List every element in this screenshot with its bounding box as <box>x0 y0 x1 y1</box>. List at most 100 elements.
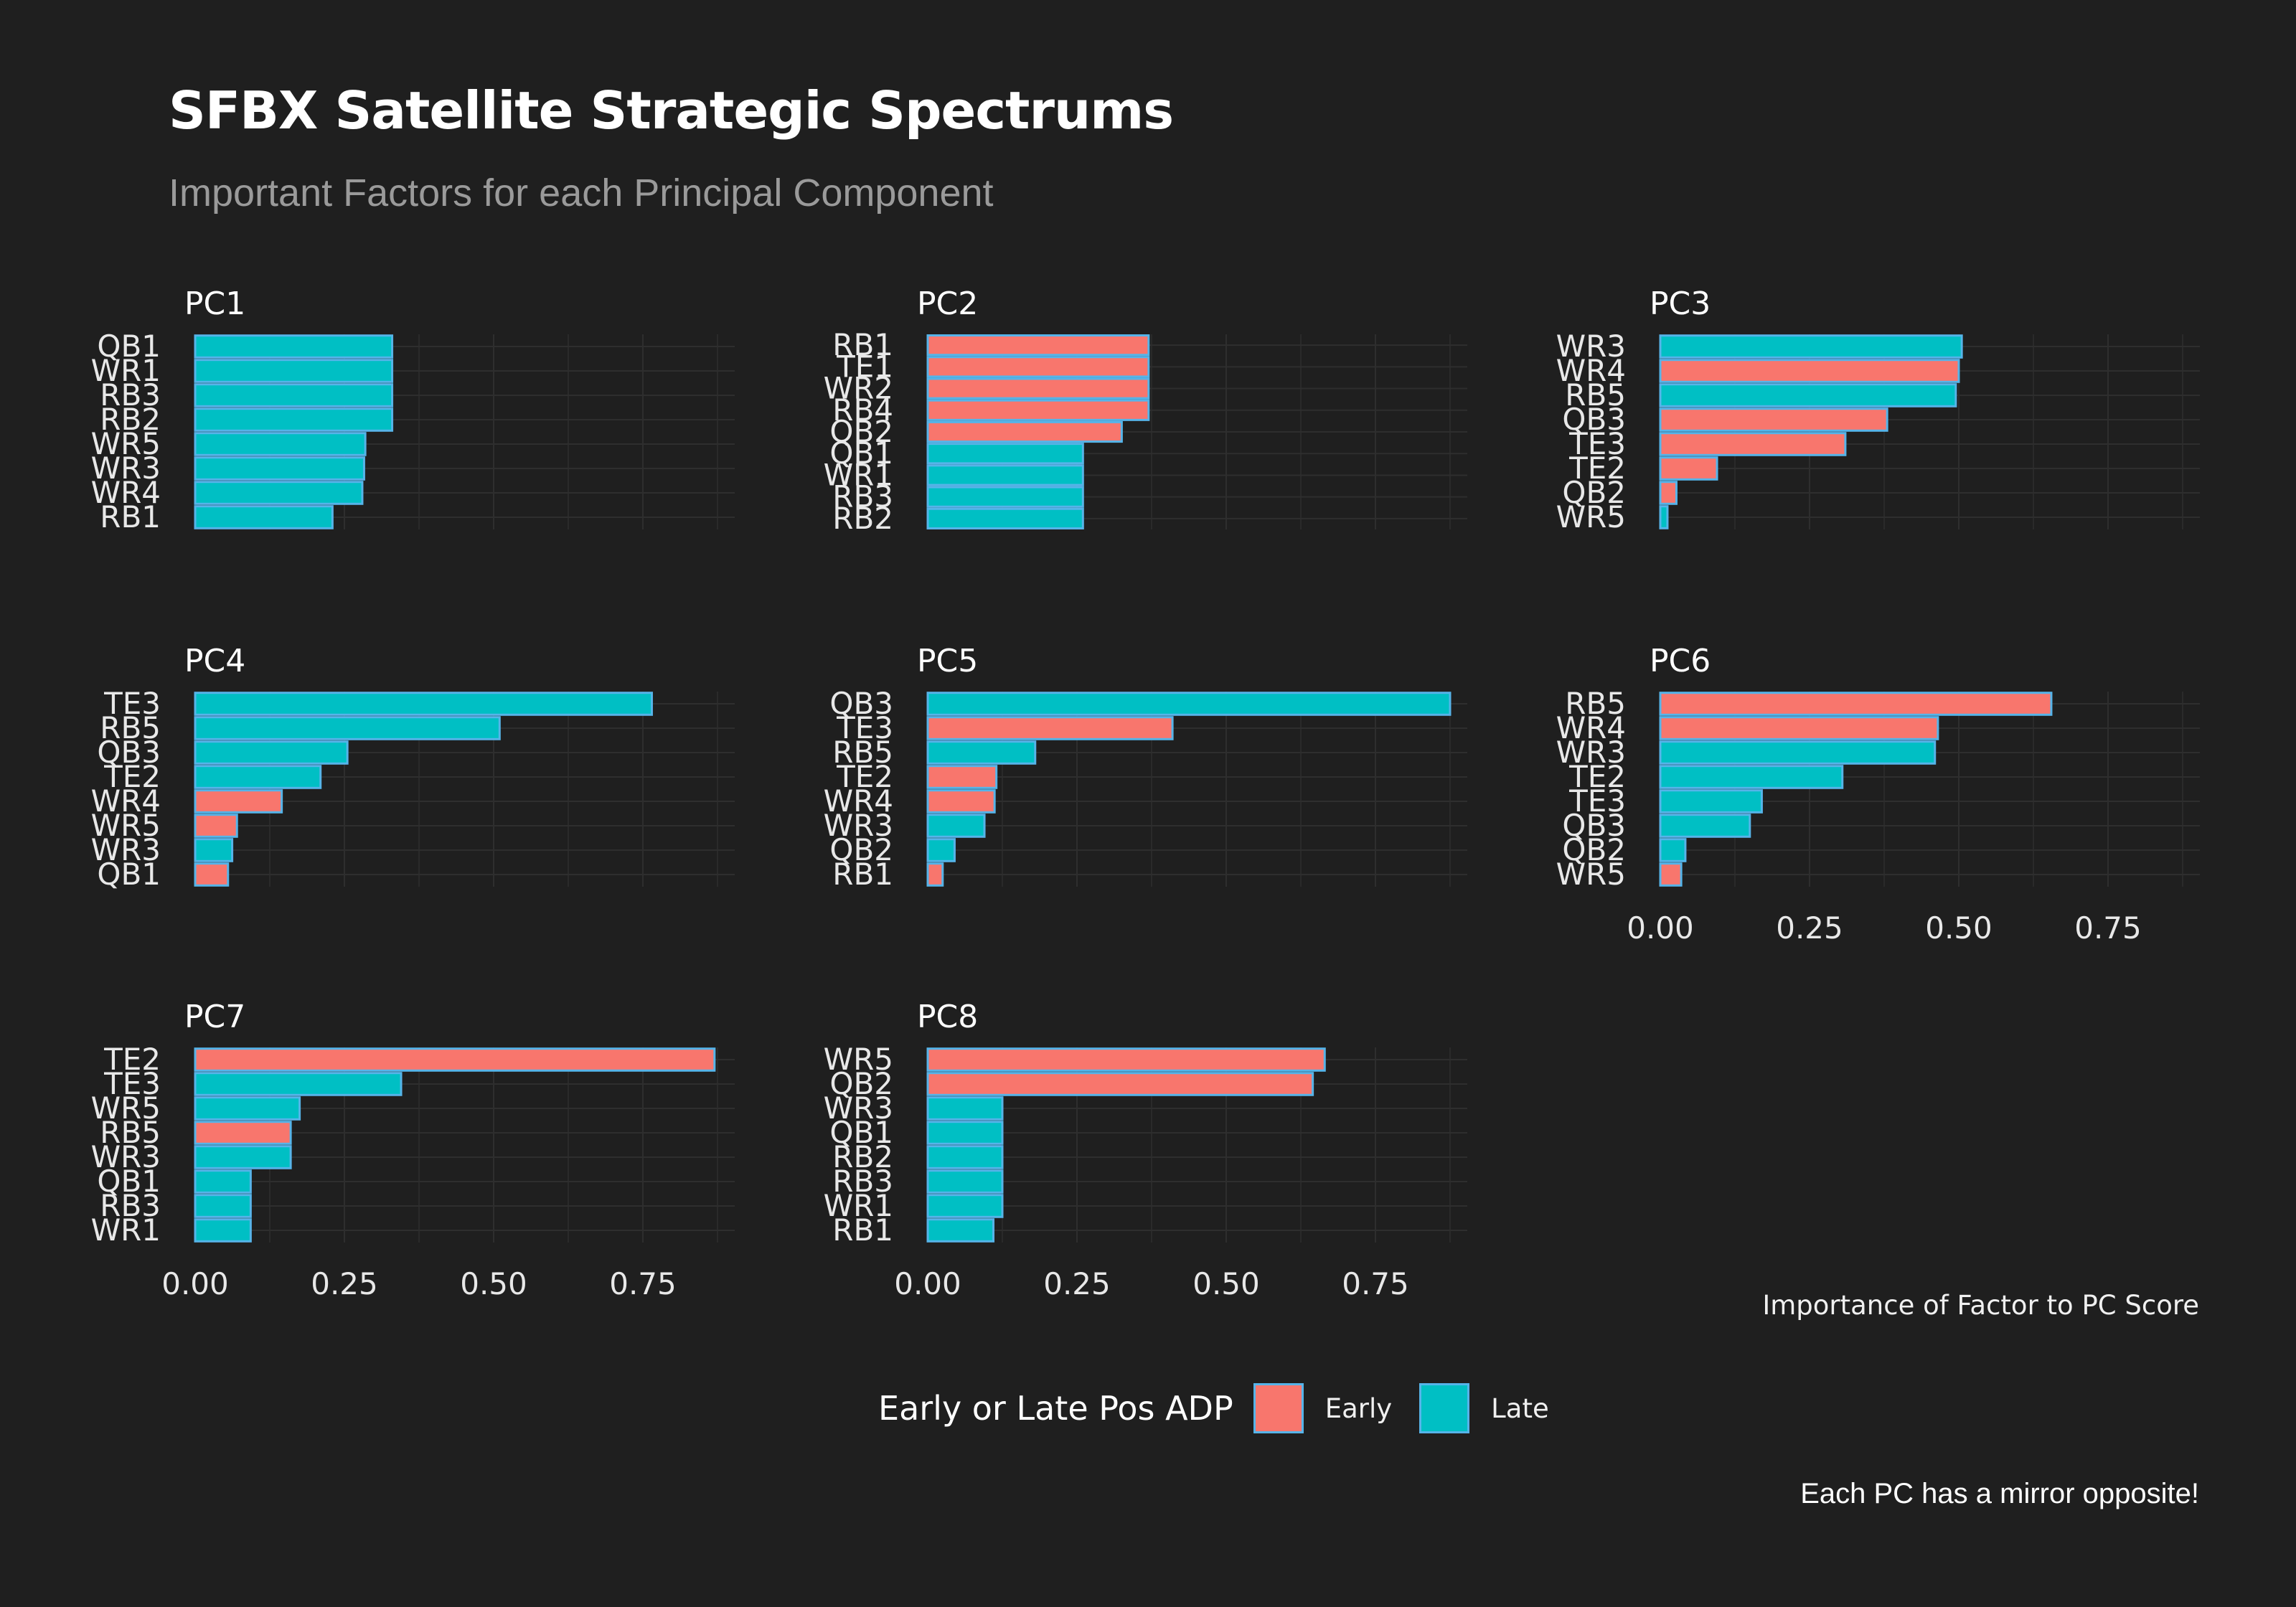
bar-pc7-rb5 <box>194 1121 292 1145</box>
bar-pc5-qb3 <box>926 692 1452 716</box>
bar-pc5-te2 <box>926 765 998 789</box>
panel-title-pc7: PC7 <box>184 999 245 1035</box>
y-tick-label: RB1 <box>832 857 893 892</box>
bar-pc5-qb2 <box>926 838 956 862</box>
y-tick-label: RB5 <box>832 735 893 770</box>
bar-pc5-rb5 <box>926 740 1037 765</box>
bar-pc6-wr4 <box>1659 716 1939 740</box>
y-tick-label: TE3 <box>1568 783 1626 819</box>
bar-pc4-wr4 <box>194 789 283 814</box>
x-tick-label: 0.75 <box>2074 910 2142 946</box>
y-tick-label: WR5 <box>91 808 161 843</box>
y-tick-label: QB3 <box>97 735 161 770</box>
panel-title-pc5: PC5 <box>917 643 978 679</box>
y-tick-label: TE2 <box>1568 759 1626 794</box>
bar-pc7-qb1 <box>194 1169 252 1194</box>
bar-pc4-wr3 <box>194 838 234 862</box>
bar-pc1-wr1 <box>194 359 394 383</box>
legend: Early or Late Pos ADP Early Late <box>878 1381 1576 1436</box>
x-tick-label: 0.25 <box>1776 910 1843 946</box>
y-tick-label: RB1 <box>832 327 893 362</box>
y-tick-label: TE2 <box>103 1042 161 1077</box>
y-tick-label: TE3 <box>836 710 893 745</box>
y-tick-label: RB3 <box>832 479 893 514</box>
bar-pc1-wr4 <box>194 481 364 505</box>
bar-pc2-te1 <box>926 356 1150 378</box>
legend-title: Early or Late Pos ADP <box>878 1389 1233 1428</box>
x-axis-title: Importance of Factor to PC Score <box>1762 1290 2199 1321</box>
chart-title: SFBX Satellite Strategic Spectrums <box>169 80 1174 141</box>
legend-label-late: Late <box>1491 1392 1549 1424</box>
bar-pc3-wr4 <box>1659 359 1960 383</box>
y-tick-label: WR3 <box>91 832 161 867</box>
y-tick-label: RB3 <box>100 377 161 413</box>
y-tick-label: QB2 <box>829 1066 893 1101</box>
bar-pc6-te2 <box>1659 765 1844 789</box>
x-tick-label: 0.50 <box>1192 1266 1260 1301</box>
y-tick-label: TE3 <box>103 1066 161 1101</box>
x-tick-label: 0.75 <box>1342 1266 1409 1301</box>
bar-pc3-wr3 <box>1659 334 1963 359</box>
y-tick-label: WR5 <box>824 1042 893 1077</box>
bar-pc5-te3 <box>926 716 1174 740</box>
bar-pc4-te3 <box>194 692 653 716</box>
x-tick-label: 0.00 <box>161 1266 229 1301</box>
y-tick-label: RB2 <box>832 501 893 536</box>
bar-pc4-wr5 <box>194 814 238 838</box>
bar-pc5-wr3 <box>926 814 986 838</box>
bar-pc2-rb2 <box>926 507 1084 529</box>
bar-pc7-te2 <box>194 1047 716 1072</box>
y-tick-label: WR1 <box>824 1188 893 1223</box>
bar-pc2-wr2 <box>926 377 1150 400</box>
bar-pc7-rb3 <box>194 1194 252 1218</box>
panel-title-pc3: PC3 <box>1650 286 1711 322</box>
y-tick-label: WR3 <box>824 1090 893 1126</box>
legend-item-early: Early <box>1253 1383 1392 1433</box>
y-tick-label: TE2 <box>103 759 161 794</box>
y-tick-label: WR5 <box>1556 499 1626 534</box>
bar-pc5-wr4 <box>926 789 996 814</box>
bar-pc3-qb2 <box>1659 481 1678 505</box>
bar-pc4-qb3 <box>194 740 349 765</box>
y-tick-label: RB4 <box>832 392 893 428</box>
y-tick-label: RB3 <box>100 1188 161 1223</box>
legend-item-late: Late <box>1419 1383 1549 1433</box>
y-tick-label: QB3 <box>1562 808 1626 843</box>
bar-pc8-qb1 <box>926 1121 1004 1145</box>
y-tick-label: QB1 <box>829 435 893 471</box>
y-tick-label: TE2 <box>1568 451 1626 486</box>
y-tick-label: QB1 <box>97 857 161 892</box>
y-tick-label: WR4 <box>824 783 893 819</box>
y-tick-label: WR4 <box>91 475 161 510</box>
bar-pc6-te3 <box>1659 789 1763 814</box>
y-tick-label: RB3 <box>832 1164 893 1199</box>
y-tick-label: WR2 <box>824 371 893 406</box>
bar-pc5-rb1 <box>926 862 944 887</box>
x-tick-label: 0.50 <box>1925 910 1992 946</box>
panel-title-pc4: PC4 <box>184 643 245 679</box>
y-tick-label: WR3 <box>824 808 893 843</box>
bar-pc7-wr3 <box>194 1145 292 1169</box>
y-tick-label: TE2 <box>836 759 893 794</box>
bar-pc2-qb2 <box>926 420 1123 443</box>
y-tick-label: RB1 <box>832 1212 893 1248</box>
x-tick-label: 0.75 <box>609 1266 677 1301</box>
y-tick-label: QB1 <box>97 329 161 364</box>
y-tick-label: WR4 <box>1556 353 1626 388</box>
bar-pc4-rb5 <box>194 716 501 740</box>
bar-pc8-rb3 <box>926 1169 1004 1194</box>
y-tick-label: QB3 <box>1562 402 1626 437</box>
bar-pc3-te3 <box>1659 432 1847 456</box>
y-tick-label: RB5 <box>1565 377 1626 413</box>
bar-pc1-wr3 <box>194 456 365 481</box>
panel-title-pc2: PC2 <box>917 286 978 322</box>
y-tick-label: QB1 <box>829 1115 893 1150</box>
y-tick-label: WR5 <box>1556 857 1626 892</box>
y-tick-label: RB2 <box>832 1139 893 1174</box>
